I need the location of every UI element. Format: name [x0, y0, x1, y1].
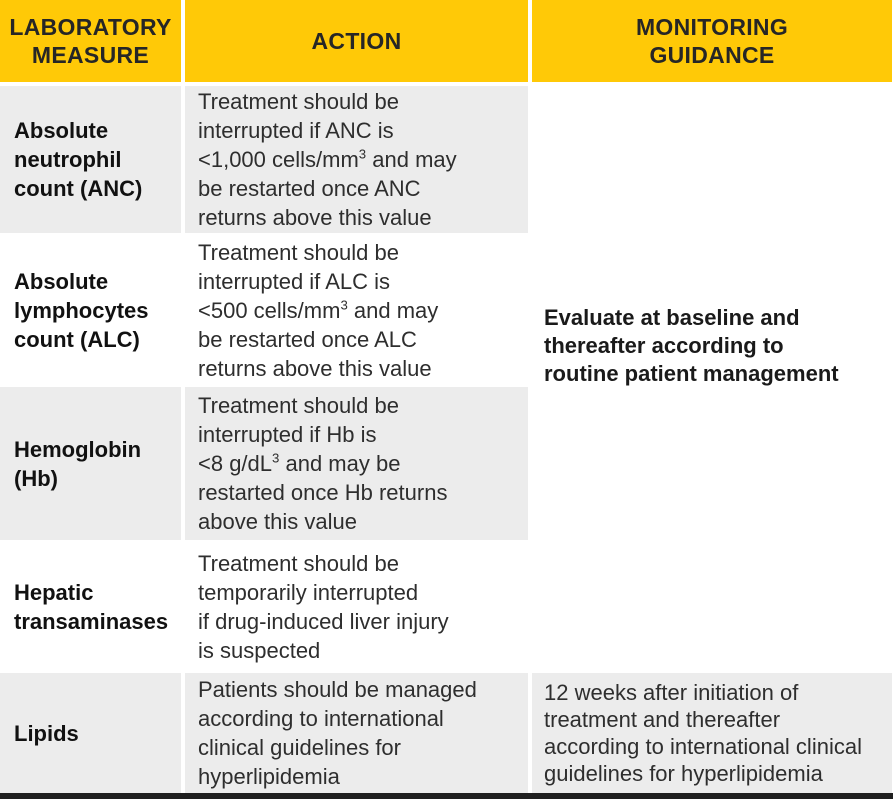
header-cell-laboratory-measure: LABORATORY MEASURE — [0, 0, 181, 86]
action-lipids: Patients should be managed according to … — [185, 673, 528, 793]
measure-alc: Absolute lymphocytes count (ALC) — [0, 233, 181, 387]
superscript-3: 3 — [272, 450, 280, 466]
monitoring-guidance-lipids: 12 weeks after initiation of treatment a… — [532, 673, 892, 793]
action-anc-text: Treatment should be interrupted if ANC i… — [198, 89, 457, 230]
measure-hepatic-transaminases: Hepatic transaminases — [0, 540, 181, 673]
action-alc: Treatment should be interrupted if ALC i… — [185, 233, 528, 387]
monitoring-guidance-merged: Evaluate at baseline and thereafter acco… — [532, 86, 892, 673]
superscript-3: 3 — [358, 146, 367, 162]
action-hemoglobin: Treatment should be interrupted if Hb is… — [185, 387, 528, 540]
action-hemoglobin-text: Treatment should be interrupted if Hb is… — [198, 393, 448, 534]
action-alc-text: Treatment should be interrupted if ALC i… — [198, 239, 439, 381]
measure-anc: Absolute neutrophil count (ANC) — [0, 86, 181, 233]
action-hepatic-transaminases: Treatment should be temporarily interrup… — [185, 540, 528, 673]
measure-lipids: Lipids — [0, 673, 181, 793]
header-cell-monitoring-guidance: MONITORING GUIDANCE — [532, 0, 892, 86]
table-bottom-rule — [0, 793, 893, 799]
superscript-3: 3 — [340, 297, 348, 313]
header-cell-action: ACTION — [185, 0, 528, 86]
action-anc: Treatment should be interrupted if ANC i… — [185, 86, 528, 233]
measure-hemoglobin: Hemoglobin (Hb) — [0, 387, 181, 540]
